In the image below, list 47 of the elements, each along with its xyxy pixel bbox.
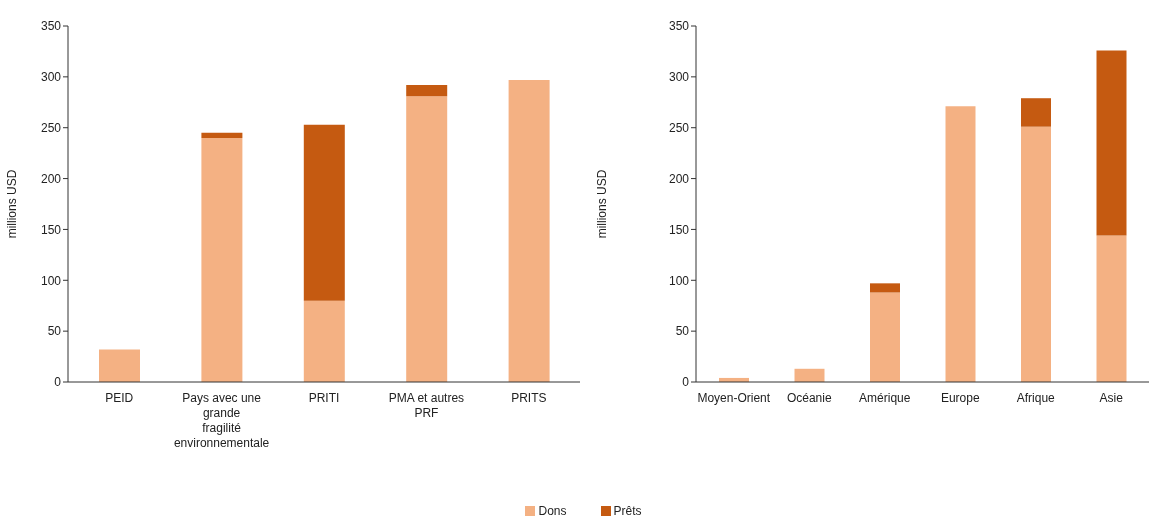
y-tick-label: 100 bbox=[668, 273, 690, 288]
bar bbox=[1096, 50, 1127, 236]
bar bbox=[870, 292, 900, 382]
y-tick-label: 200 bbox=[668, 171, 690, 186]
bar bbox=[1021, 98, 1051, 127]
y-axis-title: millions USD bbox=[595, 169, 610, 239]
y-tick-label: 150 bbox=[668, 222, 690, 237]
bar bbox=[508, 79, 550, 382]
legend-label: Prêts bbox=[613, 504, 642, 518]
bar bbox=[1021, 126, 1051, 382]
x-tick-label: Pays avec une grande fragilité environnementale bbox=[173, 391, 270, 450]
bar bbox=[794, 368, 825, 382]
x-tick-label: Océanie bbox=[786, 391, 832, 405]
x-tick-label: Afrique bbox=[1016, 391, 1056, 405]
bar bbox=[406, 96, 448, 382]
x-tick-label: Amérique bbox=[859, 391, 911, 405]
bar bbox=[303, 124, 345, 301]
y-tick-label: 300 bbox=[40, 70, 62, 85]
legend-label: Dons bbox=[538, 504, 567, 518]
y-tick-label: 350 bbox=[668, 19, 690, 34]
x-tick-label: PEID bbox=[105, 391, 134, 405]
y-tick-label: 100 bbox=[40, 273, 62, 288]
bar bbox=[870, 283, 900, 293]
x-tick-label: PMA et autres PRF bbox=[388, 391, 465, 420]
x-tick-label: Moyen-Orient bbox=[697, 391, 771, 405]
y-tick-label: 250 bbox=[668, 120, 690, 135]
y-tick-label: 50 bbox=[47, 324, 62, 339]
x-tick-label: PRITS bbox=[511, 391, 547, 405]
bar bbox=[945, 106, 976, 382]
x-tick-label: PRITI bbox=[308, 391, 340, 405]
bar bbox=[201, 137, 243, 382]
y-tick-label: 300 bbox=[668, 70, 690, 85]
bar bbox=[201, 132, 243, 138]
bar bbox=[1096, 235, 1127, 382]
bar bbox=[406, 84, 448, 97]
y-tick-label: 0 bbox=[54, 375, 62, 390]
y-tick-label: 50 bbox=[675, 324, 690, 339]
bar bbox=[99, 349, 140, 382]
y-tick-label: 250 bbox=[40, 120, 62, 135]
y-tick-label: 150 bbox=[40, 222, 62, 237]
y-tick-label: 350 bbox=[40, 19, 62, 34]
x-tick-label: Europe bbox=[940, 391, 980, 405]
y-tick-label: 0 bbox=[682, 375, 690, 390]
y-axis-title: millions USD bbox=[5, 169, 20, 239]
y-tick-label: 200 bbox=[40, 171, 62, 186]
bar bbox=[303, 300, 345, 382]
x-tick-label: Asie bbox=[1099, 391, 1124, 405]
